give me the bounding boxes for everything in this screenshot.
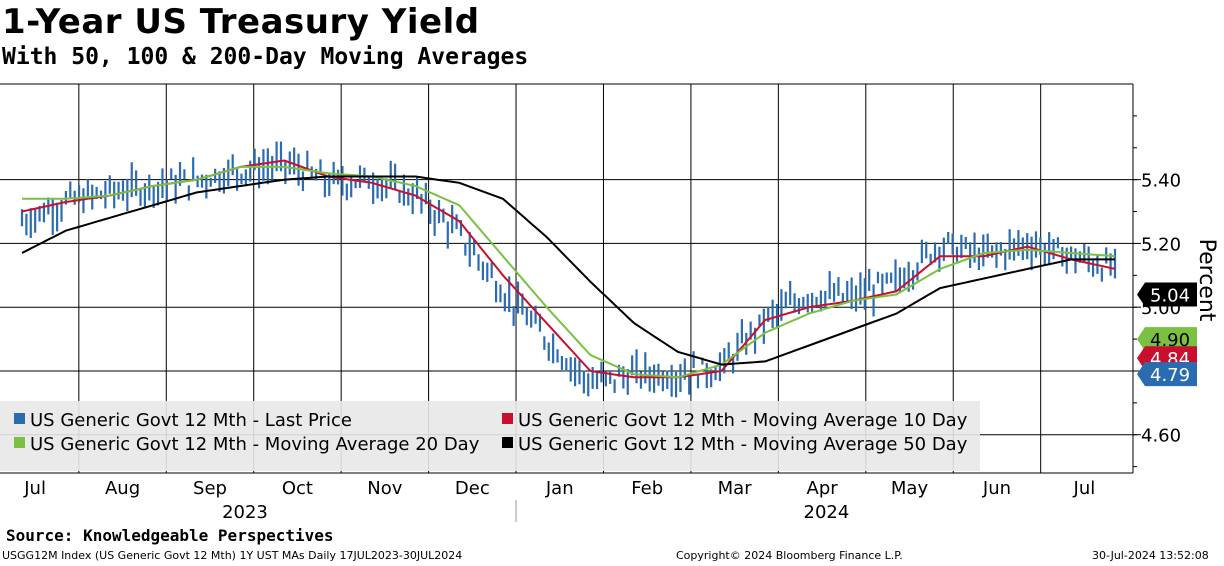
source-note: Source: Knowledgeable Perspectives bbox=[6, 526, 334, 545]
x-tick-label: Oct bbox=[282, 478, 313, 499]
last-value-text: 5.04 bbox=[1150, 285, 1190, 306]
x-tick-label: Apr bbox=[807, 478, 839, 499]
year-label-2024: 2024 bbox=[804, 502, 850, 523]
legend-swatch bbox=[502, 413, 513, 424]
legend-swatch bbox=[14, 413, 25, 424]
last-value-tags: 5.044.904.844.79 bbox=[1137, 282, 1197, 387]
x-tick-label: Jan bbox=[545, 478, 574, 499]
legend-swatch bbox=[14, 437, 25, 448]
y-tick-label: 5.40 bbox=[1141, 171, 1181, 192]
year-label-2023: 2023 bbox=[222, 502, 268, 523]
x-tick-label: Dec bbox=[455, 478, 490, 499]
y-tick-label: 5.20 bbox=[1141, 234, 1181, 255]
copyright-note: Copyright© 2024 Bloomberg Finance L.P. bbox=[676, 549, 903, 562]
legend: US Generic Govt 12 Mth - Last Price US Ge… bbox=[0, 401, 980, 471]
legend-label: US Generic Govt 12 Mth - Moving Average … bbox=[30, 434, 480, 455]
timestamp: 30-Jul-2024 13:52:08 bbox=[1092, 549, 1209, 562]
last-value-text: 4.79 bbox=[1150, 365, 1190, 386]
x-tick-label: Jul bbox=[23, 478, 46, 499]
x-tick-label: Aug bbox=[105, 478, 140, 499]
price-bars bbox=[20, 141, 1117, 398]
chart-title: 1-Year US Treasury Yield bbox=[2, 2, 480, 42]
chart-subtitle: With 50, 100 & 200-Day Moving Averages bbox=[2, 44, 529, 70]
series-line-3 bbox=[21, 175, 1115, 366]
legend-box bbox=[0, 401, 980, 471]
x-tick-label: Mar bbox=[718, 478, 753, 499]
x-tick-label: Sep bbox=[193, 478, 227, 499]
x-tick-label: Nov bbox=[367, 478, 402, 499]
y-tick-label: 4.60 bbox=[1141, 426, 1181, 447]
x-tick-label: May bbox=[891, 478, 929, 499]
y-axis-title: Percent bbox=[1194, 239, 1219, 322]
x-tick-label: Jul bbox=[1073, 478, 1096, 499]
series-lines bbox=[21, 159, 1116, 379]
legend-label: US Generic Govt 12 Mth - Last Price bbox=[30, 410, 352, 431]
legend-label: US Generic Govt 12 Mth - Moving Average … bbox=[518, 410, 968, 431]
legend-label: US Generic Govt 12 Mth - Moving Average … bbox=[518, 434, 968, 455]
last-value-tag bbox=[1137, 282, 1197, 307]
series-line-1 bbox=[21, 159, 1116, 379]
last-value-text: 4.90 bbox=[1150, 330, 1190, 351]
x-tick-label: Feb bbox=[631, 478, 663, 499]
ticker-info: USGG12M Index (US Generic Govt 12 Mth) 1… bbox=[2, 549, 463, 562]
last-value-tag bbox=[1137, 362, 1197, 387]
series-line-2 bbox=[22, 165, 1116, 379]
x-tick-label: Jun bbox=[982, 478, 1011, 499]
chart-area: 4.604.805.005.205.40JulAugSepOctNovDecJa… bbox=[0, 83, 1219, 523]
last-value-tag bbox=[1137, 327, 1197, 352]
legend-swatch bbox=[502, 437, 513, 448]
